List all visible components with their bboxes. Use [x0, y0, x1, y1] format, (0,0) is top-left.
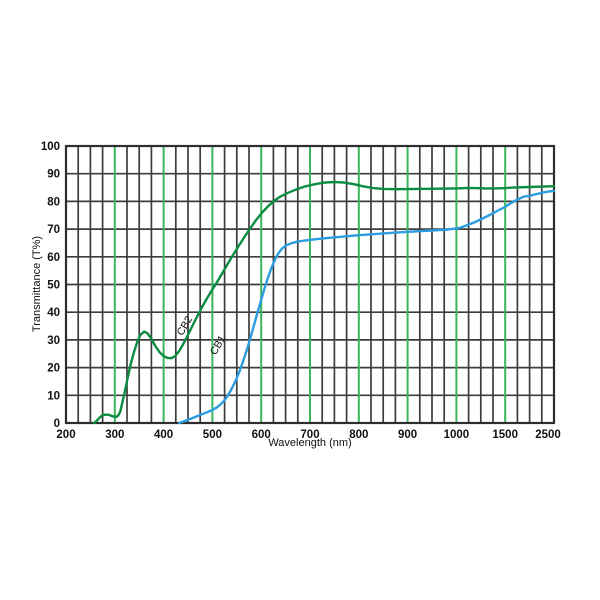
x-tick-label: 300	[105, 429, 124, 441]
y-tick-label: 20	[47, 363, 60, 375]
y-tick-label: 90	[47, 169, 60, 181]
y-tick-label: 100	[41, 141, 60, 153]
x-axis-title: Wavelength (nm)	[268, 437, 352, 449]
x-tick-label: 800	[349, 429, 368, 441]
y-tick-label: 60	[47, 252, 60, 264]
plot-border	[64, 144, 556, 425]
x-tick-label: 700	[300, 429, 319, 441]
x-tick-label: 500	[203, 429, 222, 441]
y-tick-label: 80	[47, 196, 60, 208]
series-curve-cb1	[178, 189, 556, 425]
y-tick-label: 0	[54, 418, 60, 430]
x-tick-label: 600	[252, 429, 271, 441]
y-tick-label: 40	[47, 307, 60, 319]
y-tick-label: 50	[47, 280, 60, 292]
x-tick-label: 1000	[444, 429, 470, 441]
y-tick-label: 70	[47, 224, 60, 236]
y-tick-label: 30	[47, 335, 60, 347]
y-axis-title: Transmittance (T%)	[31, 235, 43, 333]
x-tick-label: 200	[56, 429, 75, 441]
x-tick-label: 2500	[535, 429, 561, 441]
x-tick-label: 400	[154, 429, 173, 441]
series-curve-cb2	[93, 180, 556, 425]
y-tick-label: 10	[47, 390, 60, 402]
x-tick-label: 1500	[492, 429, 518, 441]
x-tick-label: 900	[398, 429, 417, 441]
